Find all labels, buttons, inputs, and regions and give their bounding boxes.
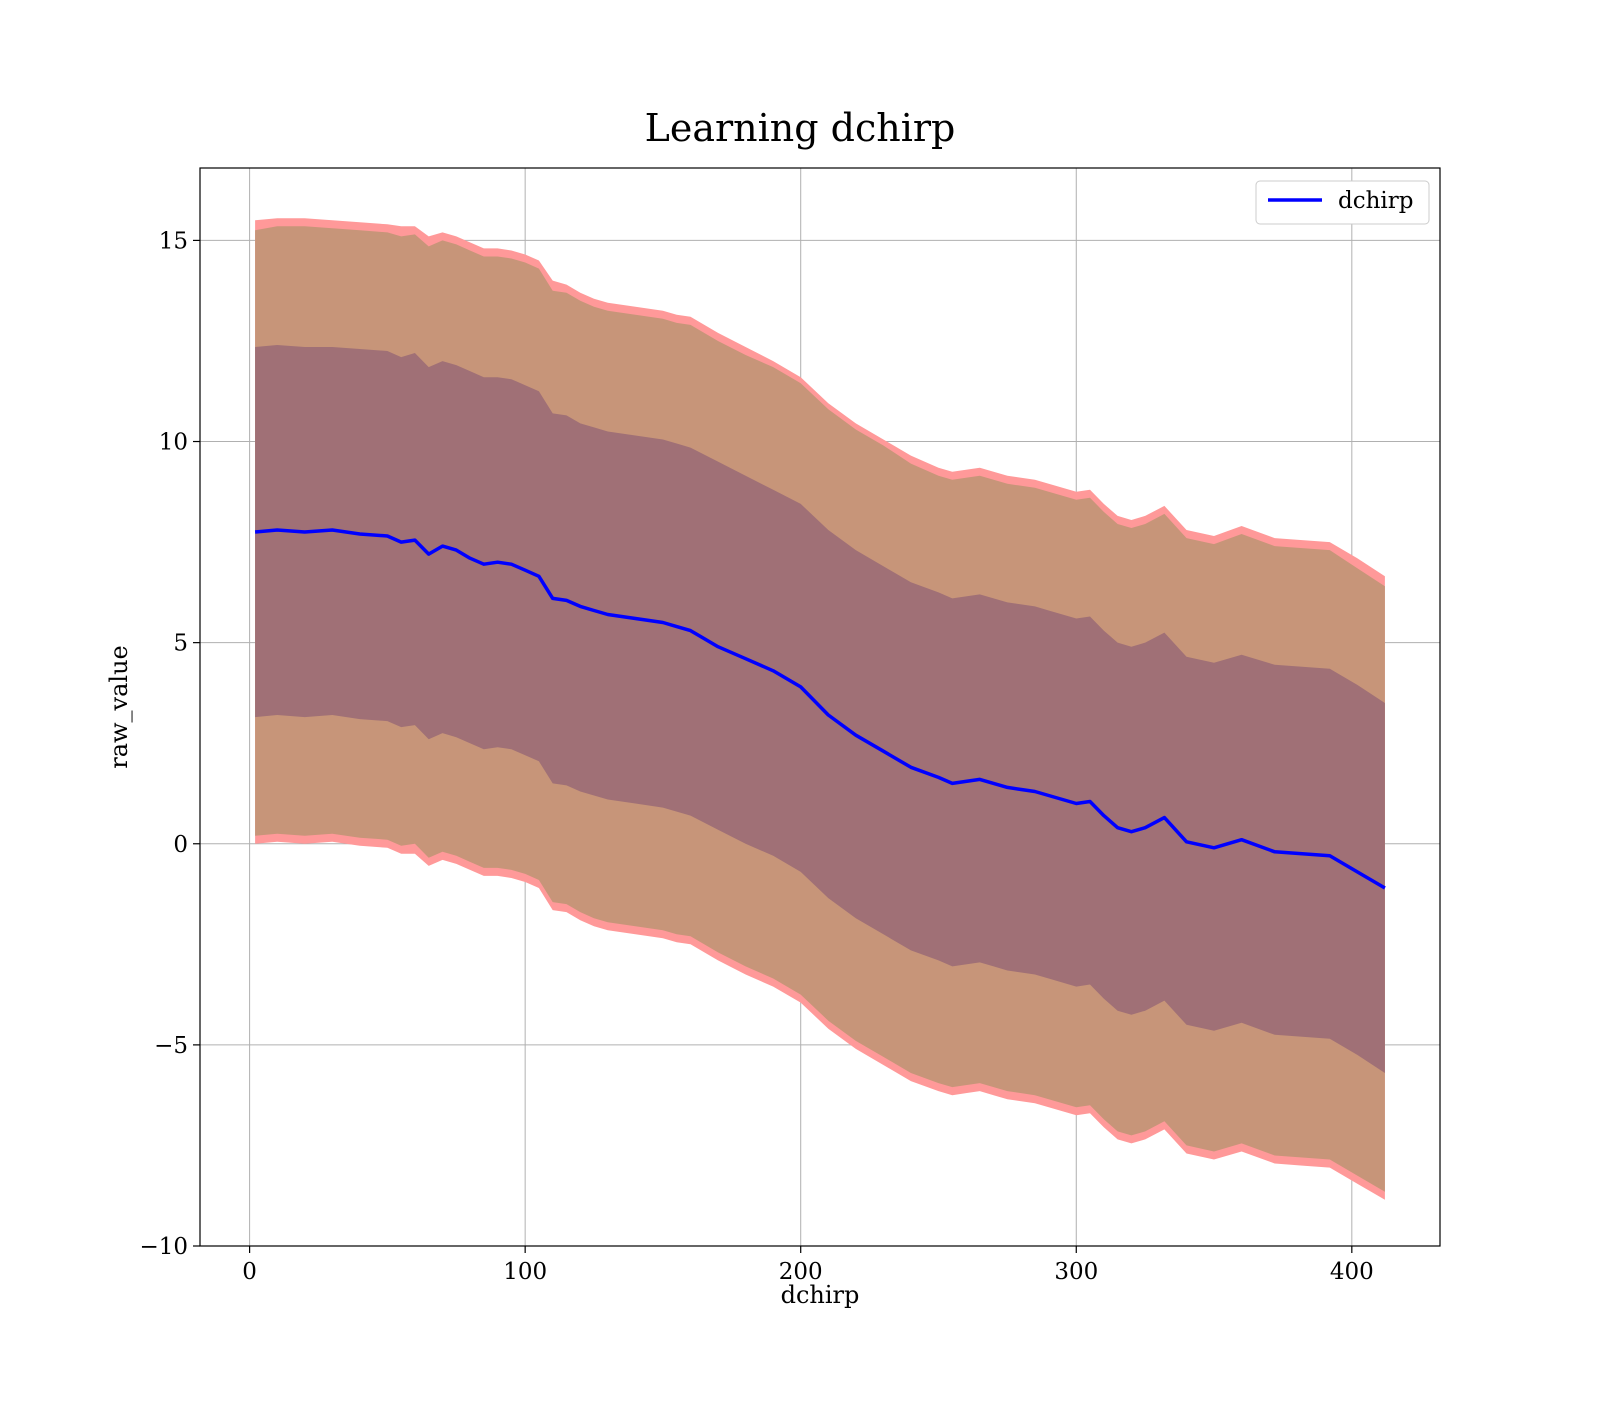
y-tick-label: −5 <box>154 1033 188 1059</box>
chart-title: Learning dchirp <box>645 106 956 150</box>
y-tick-label: 0 <box>173 832 188 858</box>
plot-frame <box>199 167 1441 1247</box>
x-tick-label: 0 <box>242 1259 257 1285</box>
x-tick-label: 100 <box>503 1259 547 1285</box>
series-line-dchirp <box>254 528 1386 890</box>
legend: dchirp <box>1255 180 1430 225</box>
x-axis-label: dchirp <box>781 1281 860 1309</box>
y-tick-label: −10 <box>139 1234 188 1260</box>
legend-label: dchirp <box>1338 188 1414 214</box>
x-tick-label: 300 <box>1054 1259 1098 1285</box>
y-axis-label: raw_value <box>105 645 133 769</box>
y-tick-label: 5 <box>173 631 188 657</box>
series-lines <box>254 528 1386 890</box>
y-tick-label: 15 <box>159 228 188 254</box>
legend-box <box>1255 180 1430 225</box>
x-tick-label: 200 <box>779 1259 823 1285</box>
axis-ticks: 0 100 200 300 400 −10 −5 0 5 10 15 <box>139 228 1373 1285</box>
x-tick-label: 400 <box>1330 1259 1374 1285</box>
y-tick-label: 10 <box>159 430 188 456</box>
